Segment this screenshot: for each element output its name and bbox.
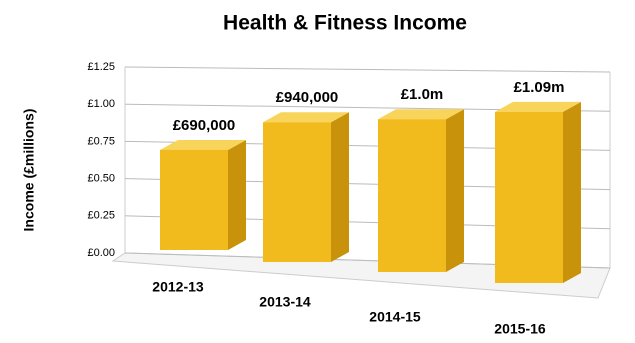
- y-tick-label: £0.75: [87, 135, 115, 147]
- value-label: £690,000: [173, 117, 236, 134]
- y-tick-label: £0.25: [87, 210, 115, 222]
- value-label: £1.09m: [514, 79, 565, 96]
- x-tick-label: 2014-15: [369, 309, 421, 325]
- y-tick-label: £1.00: [87, 98, 115, 110]
- bar-face: [495, 101, 581, 112]
- bar-face: [378, 109, 464, 120]
- value-label: £1.0m: [401, 86, 444, 103]
- bar-front: [378, 119, 446, 273]
- x-tick-label: 2012-13: [152, 279, 204, 295]
- value-label: £940,000: [276, 89, 339, 106]
- y-axis-label: Income (£millions): [21, 109, 37, 232]
- x-tick-label: 2013-14: [259, 294, 311, 310]
- bar-front: [263, 122, 331, 263]
- bar: [263, 112, 349, 263]
- y-tick-label: £0.50: [87, 173, 115, 185]
- grid-line: [124, 66, 611, 73]
- y-tick-label: £0.00: [87, 247, 115, 259]
- bar-face: [331, 112, 349, 263]
- bar: [495, 101, 581, 284]
- bar-face: [228, 139, 246, 250]
- chart-title: Health & Fitness Income: [223, 12, 467, 35]
- bar: [160, 139, 246, 250]
- x-tick-label: 2015-16: [494, 321, 546, 337]
- bar-face: [160, 139, 246, 150]
- bar-face: [563, 101, 581, 284]
- bar-face: [263, 112, 349, 123]
- y-tick-label: £1.25: [87, 61, 115, 73]
- bar-front: [160, 149, 228, 250]
- bar-face: [446, 109, 464, 273]
- bar: [378, 109, 464, 273]
- bar-front: [495, 111, 563, 284]
